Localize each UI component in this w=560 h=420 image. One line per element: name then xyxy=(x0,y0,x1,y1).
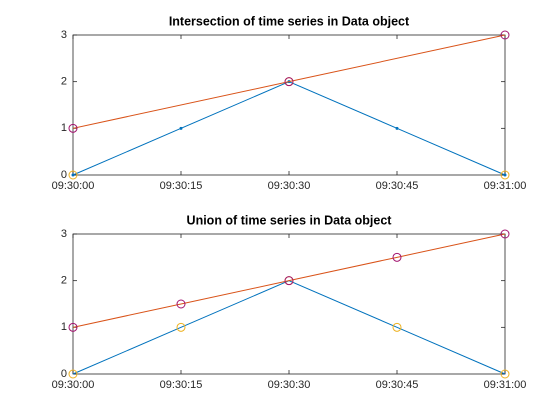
marker-circle xyxy=(500,30,510,40)
x-tick-label: 09:31:00 xyxy=(484,180,527,192)
x-tick-label: 09:30:00 xyxy=(52,379,95,391)
y-tick-label: 1 xyxy=(61,321,67,333)
marker-dot xyxy=(503,173,507,177)
x-tick-label: 09:30:15 xyxy=(160,379,203,391)
series-line xyxy=(72,34,506,129)
marker-circle xyxy=(68,123,78,133)
y-tick-label: 3 xyxy=(61,228,67,240)
axes-box xyxy=(72,233,506,375)
marker-circle xyxy=(392,252,402,262)
y-tick-label: 2 xyxy=(61,76,67,88)
marker-circle xyxy=(284,77,294,87)
x-tick-label: 09:30:00 xyxy=(52,180,95,192)
marker-circle xyxy=(284,276,294,286)
series-line xyxy=(72,233,506,328)
marker-circle xyxy=(176,322,186,332)
chart-title: Union of time series in Data object xyxy=(187,213,393,227)
y-tick-label: 0 xyxy=(61,368,67,380)
marker-circle xyxy=(500,229,510,239)
chart-title: Intersection of time series in Data obje… xyxy=(169,14,410,28)
y-tick-label: 0 xyxy=(61,169,67,181)
marker-circle xyxy=(176,299,186,309)
x-tick-label: 09:30:45 xyxy=(376,379,419,391)
marker-circle xyxy=(392,322,402,332)
marker-dot xyxy=(179,126,183,130)
y-tick-label: 2 xyxy=(61,275,67,287)
marker-circle xyxy=(68,322,78,332)
x-tick-label: 09:31:00 xyxy=(484,379,527,391)
marker-circle xyxy=(68,369,78,379)
marker-circle xyxy=(500,170,510,180)
x-tick-label: 09:30:30 xyxy=(268,180,311,192)
x-tick-label: 09:30:45 xyxy=(376,180,419,192)
marker-dot xyxy=(395,126,399,130)
x-tick-label: 09:30:30 xyxy=(268,379,311,391)
y-tick-label: 3 xyxy=(61,29,67,41)
axes-box xyxy=(72,34,506,176)
x-tick-label: 09:30:15 xyxy=(160,180,203,192)
y-tick-label: 1 xyxy=(61,122,67,134)
marker-circle xyxy=(68,170,78,180)
marker-circle xyxy=(500,369,510,379)
marker-dot xyxy=(71,173,75,177)
